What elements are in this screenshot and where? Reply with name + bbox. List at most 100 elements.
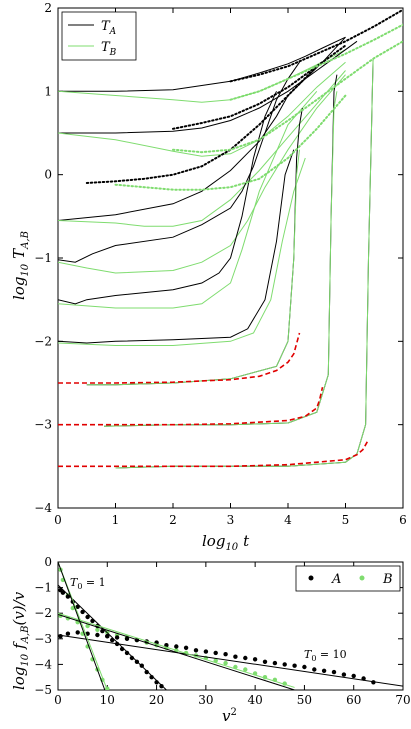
- bottom-plot-frame: [57, 561, 404, 691]
- bottom-point-A: [252, 657, 258, 662]
- bottom-xtick-label: 0: [54, 693, 62, 707]
- bottom-point-A: [282, 662, 287, 667]
- top-series-A-solid-6: [58, 61, 300, 263]
- top-series-A-solid-0: [58, 36, 346, 92]
- bottom-point-B: [95, 627, 100, 632]
- top-xtick-label: 2: [169, 513, 177, 527]
- bottom-fit-line-B-3: [58, 612, 295, 688]
- bottom-point-A: [65, 631, 71, 636]
- top-series-fit-dashed-24: [58, 332, 301, 384]
- top-series-B-dotted-22: [172, 40, 403, 154]
- bottom-point-A: [272, 660, 278, 666]
- top-xtick-label: 1: [112, 513, 120, 527]
- bottom-point-A: [183, 645, 189, 650]
- bottom-ytick-label: −3: [34, 632, 52, 646]
- top-panel: 0 1 2 3 4 5 6 −4 −3 −2 −1 0 1 2 TA TB log10 t log10TA,…: [10, 1, 407, 553]
- bottom-point-A: [302, 664, 307, 670]
- top-ytick-label: −1: [34, 251, 52, 265]
- bottom-point-A: [129, 655, 135, 661]
- bottom-point-A: [312, 667, 317, 672]
- top-series-B-solid-9: [58, 90, 318, 309]
- bottom-point-A: [223, 652, 228, 657]
- bottom-point-A: [203, 649, 209, 654]
- top-xtick-label: 6: [399, 513, 407, 527]
- bottom-legend-marker-B: [359, 575, 365, 581]
- bottom-point-B: [213, 658, 218, 663]
- bottom-xtick-label: 10: [100, 693, 115, 707]
- bottom-series-group: [58, 562, 403, 690]
- bottom-fit-line-A-1: [58, 634, 403, 687]
- bottom-xtick-label: 20: [149, 693, 164, 707]
- top-series-B-solid-11: [58, 157, 306, 346]
- top-series-A-solid-16: [115, 57, 374, 469]
- top-series-A-solid-8: [58, 91, 277, 305]
- bottom-point-A: [361, 676, 366, 681]
- top-series-B-solid-15: [103, 91, 338, 427]
- bottom-legend-marker-A: [308, 575, 314, 581]
- top-series-A-solid-12: [86, 107, 303, 386]
- top-ytick-label: −4: [34, 501, 52, 515]
- top-xtick-label: 4: [284, 513, 292, 527]
- bottom-ytick-label: −2: [34, 606, 52, 620]
- bottom-point-A: [233, 654, 238, 659]
- bottom-point-A: [100, 628, 105, 634]
- bottom-legend-label-B: B: [382, 572, 393, 587]
- top-series-B-solid-5: [58, 70, 346, 227]
- bottom-point-A: [243, 655, 248, 661]
- bottom-point-A: [85, 614, 90, 620]
- bottom-ytick-label: −4: [34, 657, 52, 671]
- bottom-ytick-label: −5: [34, 683, 52, 697]
- bottom-point-A: [105, 634, 110, 639]
- bottom-fit-line-A-4: [58, 562, 106, 690]
- bottom-xtick-label: 60: [346, 693, 361, 707]
- top-legend-box: [61, 11, 137, 61]
- annotation-T0-1: T0 = 1: [70, 576, 106, 591]
- top-ylabel: log10TA,B: [10, 231, 31, 300]
- top-series-A-solid-10: [58, 149, 295, 344]
- top-series-A-dotted-18: [229, 8, 403, 83]
- bottom-legend-label-A: A: [331, 572, 341, 587]
- bottom-fit-line-A-0: [58, 584, 167, 690]
- top-ytick-label: −3: [34, 418, 52, 432]
- bottom-point-A: [60, 590, 66, 595]
- top-series-A-dotted-19: [172, 44, 347, 130]
- top-series-A-solid-2: [58, 36, 346, 134]
- bottom-point-A: [124, 650, 130, 656]
- bottom-xtick-label: 40: [248, 693, 263, 707]
- bottom-point-A: [193, 648, 199, 653]
- top-series-B-dotted-23: [114, 94, 347, 191]
- top-xlabel: log10 t: [202, 532, 250, 553]
- bottom-xtick-label: 70: [395, 693, 410, 707]
- top-series-B-solid-3: [58, 61, 346, 157]
- top-ytick-label: −2: [34, 334, 52, 348]
- bottom-point-A: [174, 644, 179, 649]
- top-series-fit-dashed-25: [58, 387, 324, 426]
- bottom-panel: 0 10 20 30 40 50 60 70 −5 −4 −3 −2 −1 0 A B T0 = 1 T0…: [10, 555, 411, 725]
- bottom-point-A: [114, 635, 120, 640]
- top-series-A-solid-14: [103, 74, 338, 427]
- bottom-point-A: [292, 663, 297, 668]
- bottom-point-A: [341, 672, 347, 677]
- top-series-B-solid-17: [115, 57, 374, 469]
- top-series-B-solid-7: [58, 74, 346, 274]
- bottom-legend: A B: [295, 565, 401, 592]
- bottom-point-A: [80, 609, 85, 615]
- bottom-point-B: [243, 667, 248, 672]
- legend-label-B: TB: [101, 40, 117, 58]
- top-ytick-label: 2: [44, 1, 52, 15]
- legend-label-A: TA: [101, 19, 117, 37]
- bottom-fit-line-A-5: [58, 614, 295, 690]
- bottom-axis-ticks: 0 10 20 30 40 50 60 70 −5 −4 −3 −2 −1 0: [34, 555, 410, 707]
- bottom-point-A: [164, 643, 169, 648]
- top-xtick-label: 5: [342, 513, 350, 527]
- top-ytick-label: 1: [44, 84, 52, 98]
- bottom-point-A: [75, 630, 80, 635]
- bottom-point-A: [351, 673, 356, 679]
- bottom-xtick-label: 30: [198, 693, 213, 707]
- bottom-point-A: [144, 669, 149, 675]
- top-series-A-dotted-20: [85, 65, 318, 184]
- top-series-B-dotted-21: [229, 23, 403, 101]
- bottom-point-A: [321, 668, 327, 673]
- top-xtick-label: 3: [227, 513, 235, 527]
- bottom-point-B: [223, 660, 228, 666]
